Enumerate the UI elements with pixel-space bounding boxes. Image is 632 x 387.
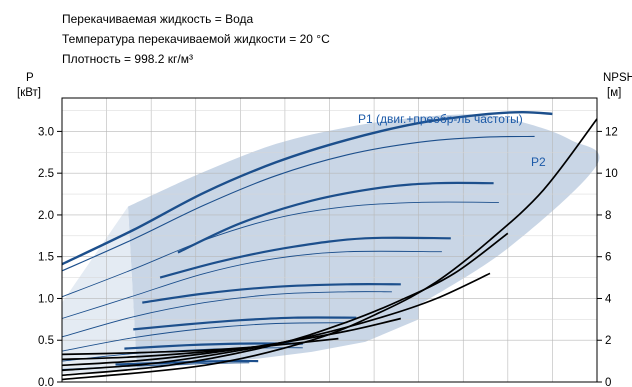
right-tick-label: 0 <box>605 377 611 387</box>
power-curve-thin-4 <box>61 322 348 352</box>
power-curve-family <box>61 181 499 370</box>
series-line-p2 <box>61 135 535 272</box>
series-line-p1 <box>61 110 553 266</box>
power-curve-thin-3 <box>61 291 392 338</box>
right-tick-label: 2 <box>605 335 611 347</box>
left-tick-label: 0.5 <box>38 335 54 347</box>
npsh-curve-3 <box>61 272 491 372</box>
chart-title-line-1: Перекачиваемая жидкость = Вода <box>62 12 254 26</box>
npsh-curves <box>61 118 598 381</box>
left-tick-label: 1.0 <box>38 293 54 305</box>
left-axis-label: P <box>26 72 34 84</box>
series-label-p2: P2 <box>531 155 546 169</box>
npsh-curve-2 <box>61 232 509 377</box>
right-tick-label: 10 <box>605 168 618 180</box>
power-curve-thin-1 <box>61 201 499 298</box>
power-curve-thick-6 <box>115 359 259 366</box>
right-axis-unit: [м] <box>607 87 621 99</box>
power-curve-thick-2 <box>159 236 451 279</box>
right-axis-label: NPSH <box>603 72 632 84</box>
left-tick-label: 1.5 <box>38 252 54 264</box>
npsh-curve-5 <box>61 337 339 361</box>
left-axis-unit: [кВт] <box>17 87 41 99</box>
npsh-curve-1 <box>61 118 598 381</box>
plot-frame <box>61 97 598 383</box>
power-curve-thick-4 <box>133 316 357 331</box>
grid <box>62 98 597 382</box>
chart-title-line-2: Температура перекачиваемой жидкости = 20… <box>62 32 330 46</box>
npsh-curve-6 <box>61 345 268 356</box>
left-tick-label: 0.0 <box>38 377 54 387</box>
power-curve-thin-2 <box>61 250 442 319</box>
left-tick-label: 3.0 <box>38 126 54 138</box>
chart-title-line-3: Плотность = 998.2 кг/м³ <box>62 52 193 66</box>
axis-ticks: 0.0 0.5 1.0 1.5 2.0 2.5 3.0 0 2 4 6 8 10 12 <box>38 126 618 387</box>
left-tick-label: 2.0 <box>38 210 54 222</box>
left-tick-label: 2.5 <box>38 168 54 180</box>
main-series <box>61 110 553 272</box>
series-label-p1: P1 (двиг.+преобр-ль частоты) <box>358 112 523 126</box>
right-tick-label: 4 <box>605 293 612 305</box>
power-curve-thick-3 <box>142 283 401 304</box>
right-tick-label: 8 <box>605 210 611 222</box>
power-curve-thick-1 <box>177 181 494 254</box>
right-tick-label: 6 <box>605 252 611 264</box>
right-tick-label: 12 <box>605 126 618 138</box>
operating-range-fill <box>128 114 600 370</box>
